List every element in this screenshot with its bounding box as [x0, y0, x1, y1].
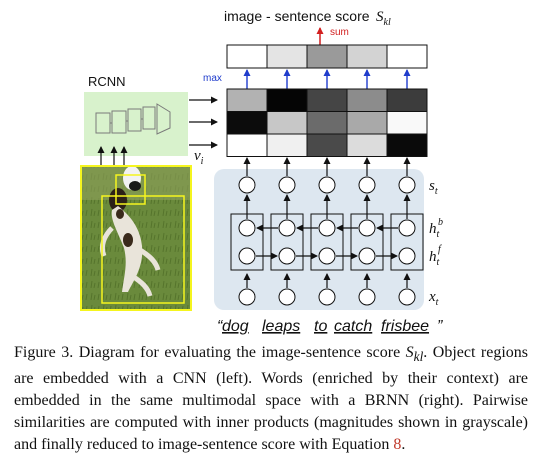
similarity-cell	[306, 133, 348, 157]
similarity-cell	[386, 88, 428, 112]
max-arrows	[243, 69, 411, 89]
h-backward-node	[398, 219, 416, 237]
region-vector-subscript: i	[201, 156, 204, 167]
caption-text-1: Diagram for evaluating the image-sentenc…	[73, 344, 406, 361]
score-title-text: image - sentence score	[224, 8, 370, 24]
s-node	[318, 176, 336, 194]
figure-caption: Figure 3. Diagram for evaluating the ima…	[14, 342, 528, 456]
x-node	[278, 288, 296, 306]
caption-text-2: . Object regions are embedded with a CNN…	[14, 344, 528, 454]
similarity-cell	[346, 133, 388, 157]
brnn-alignment-figure: image - sentence score Skl sum max RCNN …	[80, 8, 443, 335]
similarity-cell	[266, 133, 308, 157]
s-node	[358, 176, 376, 194]
h-back-subscript: t	[437, 229, 440, 240]
svg-text:xt: xt	[428, 289, 439, 308]
similarity-cell	[226, 88, 268, 112]
similarity-cell	[306, 88, 348, 112]
sentence-words: dog leaps to catch frisbee	[222, 318, 429, 335]
caption-symbol-subscript: kl	[413, 349, 424, 365]
score-cell	[346, 44, 388, 69]
score-title: image - sentence score Skl	[224, 8, 391, 28]
h-back-superscript: b	[438, 217, 443, 228]
h-backward-node	[278, 219, 296, 237]
similarity-cell	[266, 88, 308, 112]
svg-text:Skl: Skl	[376, 9, 391, 28]
caption-symbol: S	[405, 344, 414, 361]
x-node	[318, 288, 336, 306]
score-cell	[306, 44, 348, 69]
svg-text:ht: ht	[429, 221, 440, 240]
score-symbol: S	[376, 9, 384, 25]
x-t-symbol: x	[428, 289, 436, 305]
score-cell	[386, 44, 428, 69]
h-forward-node	[358, 247, 376, 265]
h-forward-node	[398, 247, 416, 265]
x-node	[398, 288, 416, 306]
x-node	[358, 288, 376, 306]
s-t-subscript: t	[435, 186, 438, 197]
caption-text-end: .	[401, 436, 406, 454]
similarity-cell	[266, 111, 308, 135]
similarity-cell	[226, 111, 268, 135]
svg-text:image - sentence score: image - sentence score	[224, 8, 370, 24]
score-row	[226, 44, 428, 69]
similarity-cell	[346, 111, 388, 135]
score-cell	[226, 44, 268, 69]
h-backward-node	[318, 219, 336, 237]
sentence-word: to	[314, 318, 327, 335]
h-forward-node	[278, 247, 296, 265]
sentence-word: catch	[334, 318, 372, 335]
region-box-frisbee	[115, 174, 146, 205]
score-subscript: kl	[384, 17, 391, 28]
sentence-word: leaps	[262, 318, 300, 335]
rcnn-label: RCNN	[88, 74, 126, 89]
cnn-panel	[84, 92, 188, 156]
sum-label: sum	[330, 27, 349, 38]
max-label: max	[203, 73, 222, 84]
caption-fig-label: Figure 3.	[14, 344, 74, 361]
similarity-cell	[306, 111, 348, 135]
s-node	[398, 176, 416, 194]
s-node	[278, 176, 296, 194]
brnn-panel	[214, 169, 424, 310]
s-node	[238, 176, 256, 194]
open-quote: “	[217, 318, 224, 335]
h-fwd-symbol: h	[429, 249, 437, 265]
cnn-layers-icon	[95, 103, 171, 135]
svg-text:ht: ht	[429, 249, 440, 268]
h-back-symbol: h	[429, 221, 437, 237]
region-box-dog	[101, 195, 185, 304]
x-t-subscript: t	[436, 297, 439, 308]
sentence-word: dog	[222, 318, 249, 335]
similarity-cell	[386, 133, 428, 157]
similarity-cell	[346, 88, 388, 112]
s-t-symbol: s	[429, 178, 435, 194]
similarity-matrix	[226, 88, 428, 157]
dog-photo	[81, 166, 191, 310]
sentence-word: frisbee	[381, 318, 429, 335]
h-backward-node	[358, 219, 376, 237]
close-quote: ”	[437, 318, 443, 335]
h-fwd-subscript: t	[437, 257, 440, 268]
h-backward-node	[238, 219, 256, 237]
h-fwd-superscript: f	[438, 244, 442, 255]
equation-reference-link[interactable]: 8	[393, 436, 402, 454]
h-forward-node	[318, 247, 336, 265]
brnn-network	[230, 157, 424, 306]
similarity-cell	[226, 133, 268, 157]
similarity-cell	[386, 111, 428, 135]
region-vector-symbol: v	[194, 148, 201, 164]
svg-text:st: st	[429, 178, 438, 197]
region-box-image	[80, 165, 192, 311]
svg-text:vi: vi	[194, 148, 204, 167]
x-node	[238, 288, 256, 306]
h-forward-node	[238, 247, 256, 265]
score-cell	[266, 44, 308, 69]
